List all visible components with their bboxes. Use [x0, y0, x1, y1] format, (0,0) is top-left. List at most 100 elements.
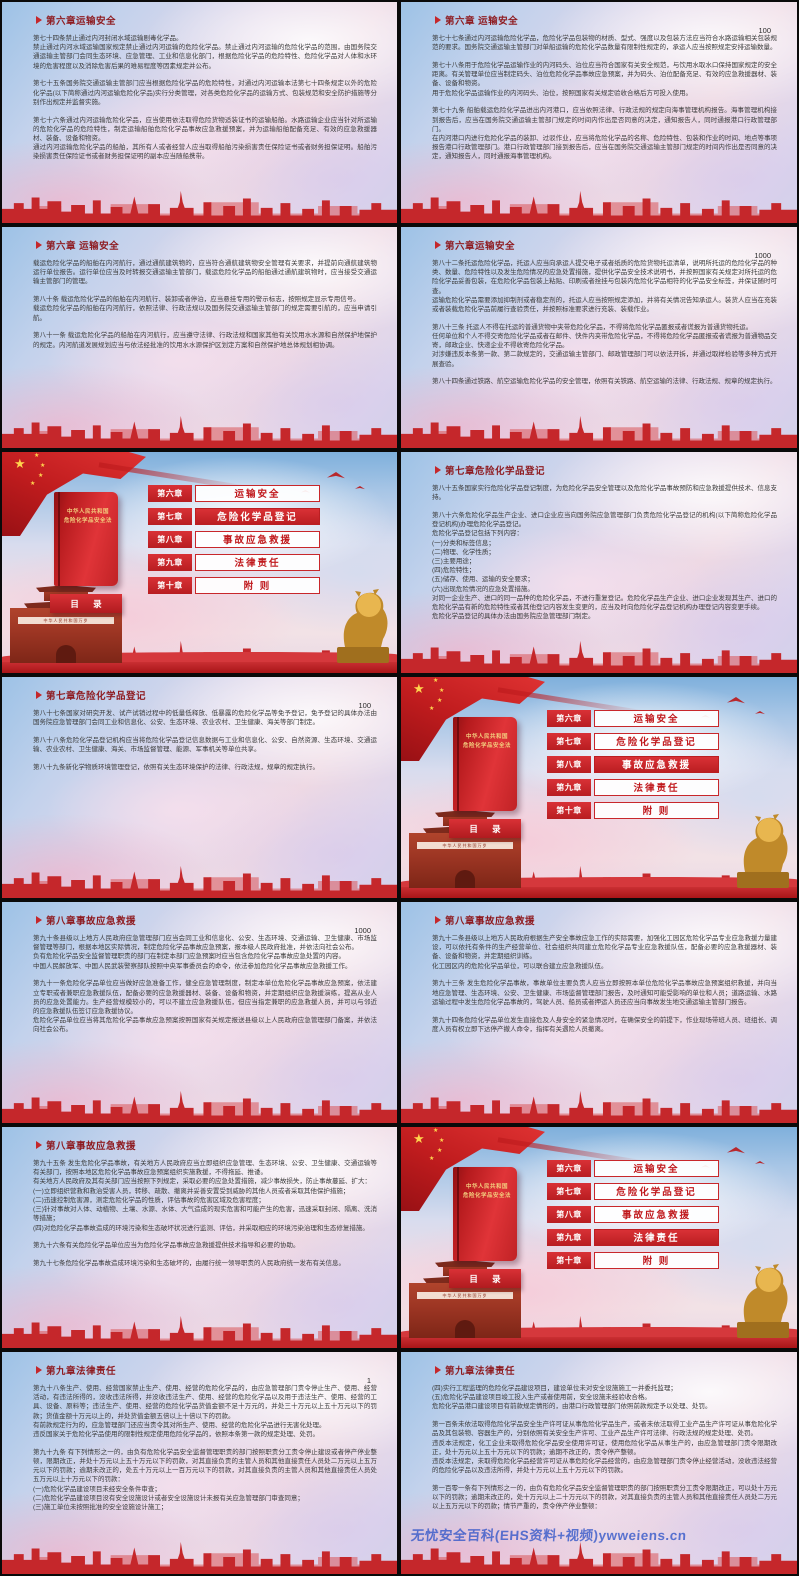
- sky-background: [2, 2, 397, 223]
- slide-thumbnail[interactable]: 第八章事故应急救援 第九十五条 发生危险化学品事故，有关地方人民政府应当立即组织…: [0, 1125, 399, 1350]
- toc-chapter-label: 第九章: [547, 779, 591, 796]
- text-block: 第九十条县级以上地方人民政府应急管理部门应当会同工业和信息化、公安、生态环境、交…: [33, 935, 377, 970]
- slide-thumbnail[interactable]: 第八章事故应急救援 第九十二条县级以上地方人民政府根据生产安全事故应急工作的实际…: [399, 900, 799, 1125]
- slide-thumbnail[interactable]: 第六章 运输安全 载运危险化学品的船舶在内河航行，通过通航建筑物的，应当符合通航…: [0, 225, 399, 450]
- toc-row: 第六章 运输安全: [547, 710, 719, 727]
- toc-item-title: 运输安全: [594, 710, 719, 727]
- slide-thumbnail[interactable]: ★ ★ ★ ★ ★ 中华人民共和国万岁: [399, 1125, 799, 1350]
- header-flag-icon: [36, 916, 42, 924]
- slide-title: 第七章危险化学品登记: [445, 466, 546, 477]
- text-block: 第八十一条 载运危险化学品的船舶在内河航行，应当遵守法律、行政法规和国家其他有关…: [33, 332, 377, 349]
- text-block: 第七十四条禁止通过内河封闭水域运输剧毒化学品。 禁止通过内河水域运输国家规定禁止通…: [33, 35, 377, 70]
- text-block: 第九十六条有关危险化学品单位应当为危险化学品事故应急救援提供技术指导和必要的协助…: [33, 1242, 300, 1250]
- toc-item-title: 法律责任: [594, 1229, 719, 1246]
- toc-chapter-label: 第九章: [148, 554, 192, 571]
- sky-background: [2, 1352, 397, 1574]
- text-block: 第八十七条国家对研究开发、试产试销过程中的低量低释放、低暴露的危险化学品等免予登…: [33, 710, 377, 727]
- slide-thumbnail[interactable]: 第六章 运输安全 100 第七十七条通过内河运输危险化学品，危险化学品包装物的材…: [399, 0, 799, 225]
- text-block: 第八十六条危险化学品生产企业、进口企业应当向国务院应急管理部门负责危险化学品登记…: [432, 511, 777, 621]
- toc-item-title: 附 则: [594, 1252, 719, 1269]
- lion-statue-illustration: [337, 589, 389, 663]
- content-slide: 第九章法律责任 (四)实行工程监理的危险化学品建设项目，建设单位未对安全设施施工…: [401, 1352, 797, 1574]
- text-block: 第七十九条 船舶载运危险化学品进出内河港口，应当依照法律、行政法规的规定向海事管…: [432, 107, 777, 161]
- text-block: 第九十一条危险化学品单位应当做好应急准备工作，健全应急管理制度，制定本单位危险化…: [33, 980, 377, 1034]
- text-block: 第九十九条 有下列情形之一的，由负有危险化学品安全监督管理职责的部门按照职责分工…: [33, 1448, 377, 1512]
- city-skyline-silhouette: [401, 415, 797, 448]
- toc-chapter-label: 第七章: [547, 733, 591, 750]
- sky-background: [401, 2, 797, 223]
- flag-star-icon: ★: [429, 706, 435, 712]
- slide-thumbnail[interactable]: ★ ★ ★ ★ ★ 中华人民共和国万岁: [399, 675, 799, 900]
- flag-star-icon: ★: [413, 681, 425, 696]
- corner-number: 1: [366, 1376, 371, 1385]
- text-block: 第七十七条通过内河运输危险化学品，危险化学品包装物的材质、型式、强度以及包装方法…: [432, 35, 777, 52]
- flag-star-icon: ★: [38, 473, 44, 479]
- toc-slide: ★ ★ ★ ★ ★ 中华人民共和国万岁: [2, 452, 397, 673]
- toc-row: 第八章 事故应急救援: [547, 1206, 719, 1223]
- red-book-illustration: 中华人民共和国 危险化学品安全法: [54, 492, 118, 586]
- book-title-line2: 危险化学品安全法: [463, 1192, 512, 1199]
- text-block: 第九十八条生产、使用、经营国家禁止生产、使用、经营的危险化学品的，由应急管理部门…: [33, 1385, 377, 1439]
- slide-body: 第九十条县级以上地方人民政府应急管理部门应当会同工业和信息化、公安、生态环境、交…: [33, 934, 377, 1043]
- flag-star-icon: ★: [429, 1156, 435, 1162]
- toc-item-title: 危险化学品登记: [195, 508, 320, 525]
- city-skyline-silhouette: [2, 865, 397, 898]
- toc-chapter-label: 第六章: [148, 485, 192, 502]
- toc-row: 第六章 运输安全: [148, 485, 320, 502]
- slide-title: 第六章 运输安全: [445, 16, 519, 27]
- flag-star-icon: ★: [437, 1148, 443, 1154]
- city-skyline-silhouette: [2, 190, 397, 223]
- contents-label: 目 录: [449, 1269, 521, 1288]
- header-flag-icon: [36, 241, 42, 249]
- content-slide: 第八章事故应急救援 第九十五条 发生危险化学品事故，有关地方人民政府应当立即组织…: [2, 1127, 397, 1348]
- content-slide: 第七章危险化学品登记 100 第八十七条国家对研究开发、试产试销过程中的低量低释…: [2, 677, 397, 898]
- flag-star-icon: ★: [437, 698, 443, 704]
- text-block: 第九十二条县级以上地方人民政府根据生产安全事故应急工作的实际需要，加强化工园区危…: [432, 935, 777, 970]
- slide-thumbnail[interactable]: ★ ★ ★ ★ ★ 中华人民共和国万岁: [0, 450, 399, 675]
- slide-thumbnail[interactable]: 第七章危险化学品登记 100 第八十七条国家对研究开发、试产试销过程中的低量低释…: [0, 675, 399, 900]
- toc-chapter-label: 第十章: [148, 577, 192, 594]
- header-flag-icon: [36, 691, 42, 699]
- toc-chapter-label: 第七章: [148, 508, 192, 525]
- toc-chapter-label: 第六章: [547, 710, 591, 727]
- slide-thumbnail[interactable]: 第六章运输安全 第七十四条禁止通过内河封闭水域运输剧毒化学品。 禁止通过内河水域运…: [0, 0, 399, 225]
- text-block: 第八十五条国家实行危险化学品登记制度，为危险化学品安全管理以及危险化学品事故预防…: [432, 485, 777, 502]
- toc-slide: ★ ★ ★ ★ ★ 中华人民共和国万岁: [401, 1127, 797, 1348]
- slide-title: 第九章法律责任: [46, 1366, 117, 1377]
- toc-item-title: 运输安全: [594, 1160, 719, 1177]
- text-block: 第八十八条危险化学品登记机构应当将危险化学品登记信息数据与工业和信息化、公安、自…: [33, 736, 377, 754]
- text-block: 第八十三条 托运人不得在托运的普通货物中夹带危险化学品，不得将危险化学品匿报或者…: [432, 323, 777, 368]
- book-title-line1: 中华人民共和国: [465, 1184, 508, 1190]
- content-slide: 第六章运输安全 第七十四条禁止通过内河封闭水域运输剧毒化学品。 禁止通过内河水域运…: [2, 2, 397, 223]
- red-book-illustration: 中华人民共和国 危险化学品安全法: [453, 717, 517, 811]
- toc-slide: ★ ★ ★ ★ ★ 中华人民共和国万岁: [401, 677, 797, 898]
- book-title: 中华人民共和国 危险化学品安全法: [64, 508, 112, 526]
- toc-item-title: 法律责任: [195, 554, 320, 571]
- slide-thumbnail[interactable]: 第九章法律责任 (四)实行工程监理的危险化学品建设项目，建设单位未对安全设施施工…: [399, 1350, 799, 1576]
- toc-item-title: 危险化学品登记: [594, 1183, 719, 1200]
- sky-background: [401, 1352, 797, 1574]
- slide-body: 第九十五条 发生危险化学品事故，有关地方人民政府应当立即组织应急管理、生态环境、…: [33, 1159, 377, 1277]
- slide-body: 第八十七条国家对研究开发、试产试销过程中的低量低释放、低暴露的危险化学品等免予登…: [33, 709, 377, 781]
- content-slide: 第六章运输安全 1000 第八十二条托运危险化学品，托运人应当向承运人提交电子或…: [401, 227, 797, 448]
- book-title-line2: 危险化学品安全法: [463, 742, 512, 749]
- text-block: 第九十三条 发生危险化学品事故，事故单位主要负责人应当立即按照本单位危险化学品事…: [432, 980, 777, 1006]
- sky-background: [2, 227, 397, 448]
- slide-body: 第八十二条托运危险化学品，托运人应当向承运人提交电子或者纸质的危险货物托运清单，…: [432, 259, 777, 395]
- toc-chapter-label: 第七章: [547, 1183, 591, 1200]
- text-block: 第九十七条危险化学品事故造成环境污染和生态破坏的，由履行统一领导职责的人民政府统…: [33, 1259, 345, 1267]
- toc-row: 第八章 事故应急救援: [148, 531, 320, 548]
- slide-body: 第七十七条通过内河运输危险化学品，危险化学品包装物的材质、型式、强度以及包装方法…: [432, 34, 777, 170]
- header-flag-icon: [36, 1366, 42, 1374]
- flag-star-icon: ★: [439, 688, 445, 694]
- text-block: 载运危险化学品的船舶在内河航行，通过通航建筑物的，应当符合通航建筑物安全管理有关…: [33, 260, 377, 286]
- slide-thumbnail[interactable]: 第六章运输安全 1000 第八十二条托运危险化学品，托运人应当向承运人提交电子或…: [399, 225, 799, 450]
- text-block: (四)实行工程监理的危险化学品建设项目，建设单位未对安全设施施工一并委托监理；(…: [432, 1385, 712, 1411]
- toc-item-title: 事故应急救援: [594, 1206, 719, 1223]
- slide-thumbnail[interactable]: 第八章事故应急救援 1000 第九十条县级以上地方人民政府应急管理部门应当会同工…: [0, 900, 399, 1125]
- sky-background: [2, 1127, 397, 1348]
- slide-thumbnail[interactable]: 第七章危险化学品登记 第八十五条国家实行危险化学品登记制度，为危险化学品安全管理…: [399, 450, 799, 675]
- toc-item-title: 危险化学品登记: [594, 733, 719, 750]
- slide-thumbnail[interactable]: 第九章法律责任 1 第九十八条生产、使用、经营国家禁止生产、使用、经营的危险化学…: [0, 1350, 399, 1576]
- lion-statue-illustration: [737, 814, 789, 888]
